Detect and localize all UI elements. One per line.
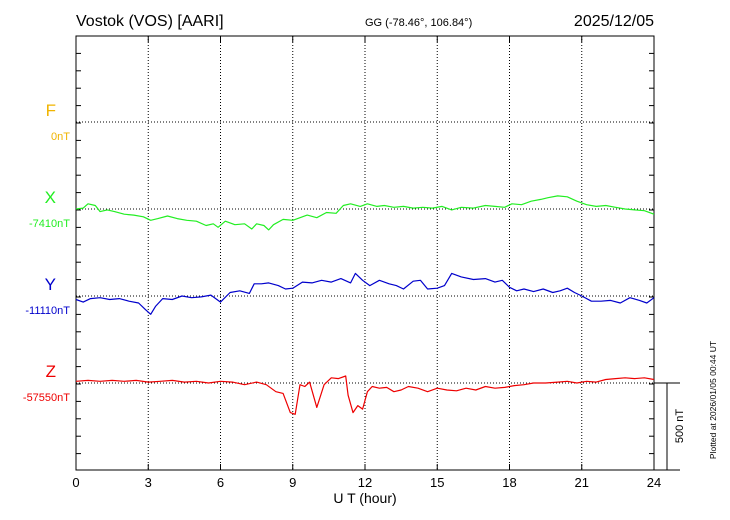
series-name-x: X [45,188,56,207]
series-name-z: Z [46,362,56,381]
x-tick-label: 12 [358,475,372,490]
series-name-f: F [46,101,56,120]
series-lines [75,195,655,415]
x-tick-label: 6 [217,475,224,490]
x-tick-label: 3 [145,475,152,490]
x-tick-label: 15 [430,475,444,490]
x-axis-label: U T (hour) [333,490,396,506]
series-baseline-x: -7410nT [29,218,70,230]
scale-bar: 500 nT [654,382,686,471]
grid-lines [76,36,654,470]
x-tick-label: 21 [575,475,589,490]
series-baseline-z: -57550nT [23,392,70,404]
station-title: Vostok (VOS) [AARI] [76,13,224,30]
axis-ticks: 0 3 6 9 12 15 18 21 24 [72,36,661,490]
x-tick-label: 0 [72,475,79,490]
scale-bar-label: 500 nT [674,409,686,444]
x-tick-label: 24 [647,475,661,490]
series-labels: F 0nT X -7410nT Y -11110nT Z -57550nT [23,101,70,404]
station-coords: GG (-78.46°, 106.84°) [365,17,472,29]
x-tick-label: 18 [502,475,516,490]
x-tick-label: 9 [289,475,296,490]
chart-date: 2025/12/05 [574,13,654,30]
series-name-y: Y [45,275,56,294]
plotted-timestamp: Plotted at 2026/01/05 00:44 UT [708,341,718,459]
series-line-z [75,375,655,415]
series-line-y [75,272,655,315]
series-line-x [75,195,655,231]
series-baseline-f: 0nT [51,131,70,143]
series-baseline-y: -11110nT [25,305,70,317]
